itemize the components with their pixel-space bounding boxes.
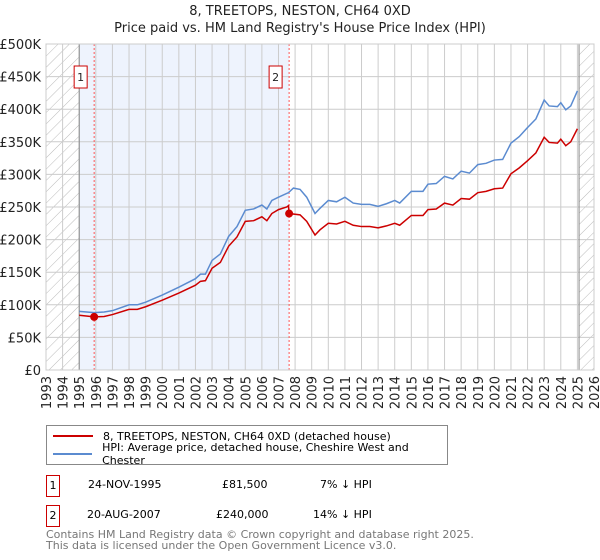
transaction-hpi: 14% ↓ HPI [313,508,372,521]
footer-line-1: Contains HM Land Registry data © Crown c… [46,528,474,541]
sale-marker [285,209,294,218]
transaction-price: £81,500 [222,478,268,491]
footer: Contains HM Land Registry data © Crown c… [46,529,474,551]
x-tick-label: 2026 [588,376,600,409]
x-tick-label: 2015 [405,376,420,409]
y-tick-label: £400K [0,103,41,118]
x-tick-label: 2011 [339,376,354,409]
sale-label-box [268,65,283,89]
x-tick-label: 2001 [173,376,188,409]
x-tick-label: 2007 [272,376,287,409]
chart-subtitle: Price paid vs. HM Land Registry's House … [114,21,486,36]
transaction-number: 1 [46,475,60,497]
transaction-hpi: 7% ↓ HPI [320,478,372,491]
x-tick-label: 2003 [206,376,221,409]
y-tick-label: £300K [0,168,41,183]
legend-swatch-blue [53,453,93,455]
series-line [79,128,579,318]
sale-marker [90,312,99,321]
y-tick-label: £0 [24,364,41,379]
x-tick-label: 2009 [306,376,321,409]
x-tick-label: 2004 [223,376,238,409]
x-tick-label: 1999 [140,376,155,409]
x-tick-label: 2022 [522,376,537,409]
x-tick-label: 2019 [472,376,487,409]
x-tick-label: 2008 [289,376,304,409]
x-tick-label: 1994 [57,376,72,409]
x-tick-label: 1995 [73,376,88,409]
y-tick-label: £350K [0,136,41,151]
legend: 8, TREETOPS, NESTON, CH64 0XD (detached … [46,425,448,467]
sale-label: 1 [77,71,84,84]
y-tick-label: £150K [0,266,41,281]
x-tick-label: 2020 [488,376,503,409]
x-tick-label: 1997 [106,376,121,409]
legend-swatch-red [53,435,93,437]
x-tick-label: 1996 [90,376,105,409]
x-tick-label: 2013 [372,376,387,409]
transaction-price: £240,000 [216,508,269,521]
y-tick-label: £100K [0,299,41,314]
sale-label: 2 [272,71,279,84]
plot-border [45,43,595,371]
sale-label-box [73,65,88,89]
transaction-number: 2 [46,505,60,527]
x-tick-label: 2010 [322,376,337,409]
x-tick-label: 2002 [189,376,204,409]
y-tick-label: £500K [0,38,41,53]
x-tick-label: 1993 [40,376,55,409]
legend-label-property: 8, TREETOPS, NESTON, CH64 0XD (detached … [103,429,391,443]
y-tick-label: £250K [0,201,41,216]
legend-label-hpi: HPI: Average price, detached house, Ches… [102,441,409,467]
x-tick-label: 2025 [571,376,586,409]
x-tick-label: 2012 [356,376,371,409]
x-tick-label: 2021 [505,376,520,409]
x-tick-label: 2006 [256,376,271,409]
x-tick-label: 2023 [538,376,553,409]
y-tick-label: £200K [0,234,41,249]
footer-line-2: This data is licensed under the Open Gov… [46,539,397,552]
line-chart: £0 £50K £100K £150K £200K £250K £300K £350K £400… [0,38,600,409]
x-tick-label: 2005 [239,376,254,409]
x-tick-label: 2014 [389,376,404,409]
x-tick-label: 2000 [156,376,171,409]
x-tick-label: 2024 [555,376,570,409]
series-line [79,90,579,314]
chart-title: 8, TREETOPS, NESTON, CH64 0XD [189,4,411,19]
x-tick-label: 1998 [123,376,138,409]
x-tick-label: 2016 [422,376,437,409]
transaction-date: 20-AUG-2007 [87,508,161,521]
y-tick-label: £50K [8,331,42,346]
transaction-date: 24-NOV-1995 [88,478,162,491]
x-tick-label: 2017 [439,376,454,409]
x-tick-label: 2018 [455,376,470,409]
y-tick-label: £450K [0,71,41,86]
